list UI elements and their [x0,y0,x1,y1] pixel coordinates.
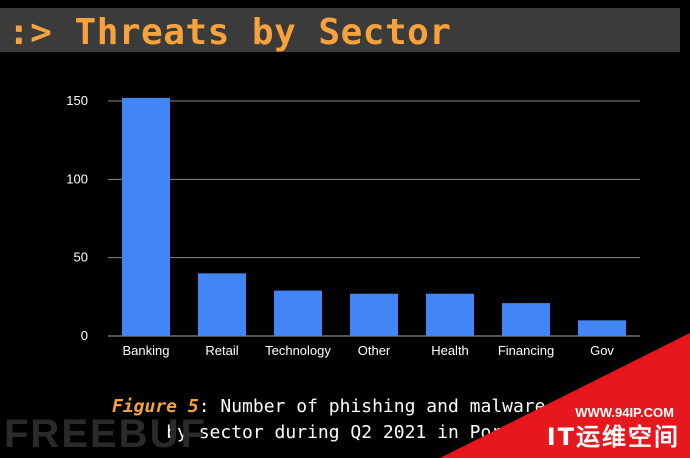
bar-health [426,293,474,336]
bar-gov [578,320,626,336]
watermark-freebuf: FREEBUF [4,412,207,456]
caption-line-2: by sector during Q2 2021 in Portu [166,422,524,443]
bar-chart: 0 50 100 150 Banking Retail Technology Other Hea… [66,93,640,358]
watermark-cn: IT运维空间 [546,423,680,451]
y-tick-label: 50 [74,250,88,265]
title-bar [0,8,680,52]
caption-line-1: : Number of phishing and malware ca [198,396,578,417]
bar-retail [198,273,246,336]
bar-banking [122,97,170,336]
y-tick-label: 100 [66,171,88,186]
x-tick-label: Health [431,343,469,358]
slide-title: :> Threats by Sector [8,12,452,53]
x-tick-label: Banking [123,343,170,358]
x-tick-label: Financing [498,343,554,358]
x-tick-label: Retail [205,343,238,358]
x-tick-label: Technology [265,343,331,358]
watermark-url: WWW.94IP.COM [575,405,674,420]
x-tick-label: Other [358,343,391,358]
bar-other [350,293,398,336]
y-tick-label: 0 [81,328,88,343]
x-tick-label: Gov [590,343,614,358]
bar-technology [274,290,322,336]
y-tick-label: 150 [66,93,88,108]
figure-label: Figure 5 [112,396,199,417]
bar-financing [502,303,550,336]
